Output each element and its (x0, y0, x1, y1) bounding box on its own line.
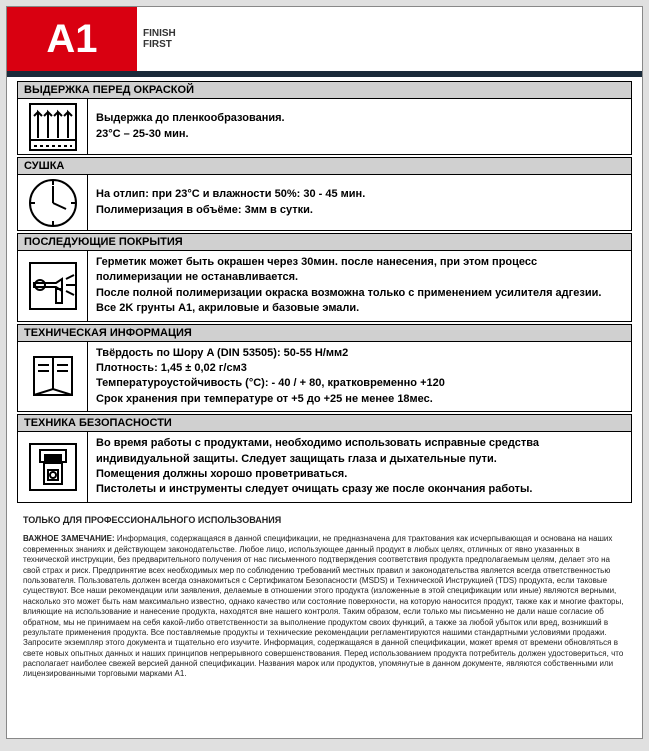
section-text: Во время работы с продуктами, необходимо… (88, 432, 631, 502)
text-line: 23°C – 25-30 мин. (96, 127, 285, 142)
logo-badge: A1 (7, 7, 137, 71)
spray-gun-icon (18, 251, 88, 321)
text-line: Плотность: 1,45 ± 0,02 г/см3 (96, 361, 445, 376)
data-sheet-icon (18, 342, 88, 412)
header: A1 FINISH FIRST (7, 7, 642, 71)
text-line: Полимеризация в объёме: 3мм в сутки. (96, 203, 365, 218)
text-line: Помещения должны хорошо проветриваться. (96, 467, 623, 482)
page: A1 FINISH FIRST ВЫДЕРЖКА ПЕРЕД ОКРАСКОЙВ… (6, 6, 643, 739)
section-header: СУШКА (17, 157, 632, 175)
section-header: ПОСЛЕДУЮЩИЕ ПОКРЫТИЯ (17, 233, 632, 251)
footer-note-text: Информация, содержащаяся в данной специф… (23, 534, 623, 678)
clock-icon (18, 175, 88, 230)
text-line: Температуроустойчивость (°C): - 40 / + 8… (96, 376, 445, 391)
text-line: Герметик может быть окрашен через 30мин.… (96, 255, 623, 286)
section-body: На отлип: при 23°C и влажности 50%: 30 -… (17, 175, 632, 231)
text-line: На отлип: при 23°C и влажности 50%: 30 -… (96, 187, 365, 202)
footer-note: ВАЖНОЕ ЗАМЕЧАНИЕ: Информация, содержащая… (23, 534, 626, 679)
section-header: ВЫДЕРЖКА ПЕРЕД ОКРАСКОЙ (17, 81, 632, 99)
tagline-line-1: FINISH (143, 28, 176, 39)
logo-tagline: FINISH FIRST (143, 28, 176, 50)
tagline-line-2: FIRST (143, 39, 176, 50)
section-body: Твёрдость по Шору A (DIN 53505): 50-55 Н… (17, 342, 632, 413)
safety-mask-icon (18, 432, 88, 502)
logo-text: A1 (46, 17, 97, 62)
section-text: Герметик может быть окрашен через 30мин.… (88, 251, 631, 321)
section-text: Твёрдость по Шору A (DIN 53505): 50-55 Н… (88, 342, 453, 412)
text-line: Пистолеты и инструменты следует очищать … (96, 482, 623, 497)
footer-note-label: ВАЖНОЕ ЗАМЕЧАНИЕ: (23, 534, 115, 543)
section-body: Выдержка до пленкообразования. 23°C – 25… (17, 99, 632, 155)
text-line: Все 2K грунты A1, акриловые и базовые эм… (96, 301, 623, 316)
section-text: На отлип: при 23°C и влажности 50%: 30 -… (88, 175, 373, 230)
text-line: Выдержка до пленкообразования. (96, 111, 285, 126)
section-body: Герметик может быть окрашен через 30мин.… (17, 251, 632, 322)
footer: ТОЛЬКО ДЛЯ ПРОФЕССИОНАЛЬНОГО ИСПОЛЬЗОВАН… (7, 505, 642, 690)
text-line: Во время работы с продуктами, необходимо… (96, 436, 623, 467)
text-line: Срок хранения при температуре от +5 до +… (96, 392, 445, 407)
section-text: Выдержка до пленкообразования. 23°C – 25… (88, 99, 293, 154)
text-line: Твёрдость по Шору A (DIN 53505): 50-55 Н… (96, 346, 445, 361)
section-header: ТЕХНИКА БЕЗОПАСНОСТИ (17, 414, 632, 432)
content: ВЫДЕРЖКА ПЕРЕД ОКРАСКОЙВыдержка до пленк… (7, 77, 642, 505)
footer-heading: ТОЛЬКО ДЛЯ ПРОФЕССИОНАЛЬНОГО ИСПОЛЬЗОВАН… (23, 515, 626, 527)
section-body: Во время работы с продуктами, необходимо… (17, 432, 632, 503)
flash-off-icon (18, 99, 88, 154)
section-header: ТЕХНИЧЕСКАЯ ИНФОРМАЦИЯ (17, 324, 632, 342)
text-line: После полной полимеризации окраска возмо… (96, 286, 623, 301)
